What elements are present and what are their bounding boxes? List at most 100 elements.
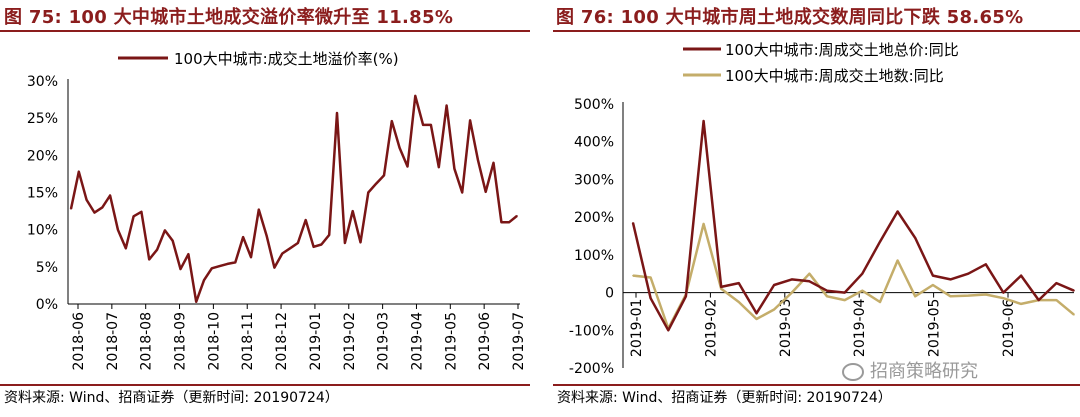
data-point-premium-rate bbox=[328, 234, 331, 236]
data-point-total-price bbox=[755, 312, 758, 315]
y-tick-label: 400% bbox=[574, 135, 614, 151]
y-tick-label: 30% bbox=[27, 74, 58, 90]
data-point-premium-rate bbox=[391, 120, 393, 122]
y-tick-label: 5% bbox=[36, 260, 58, 276]
data-point-premium-rate bbox=[508, 221, 510, 224]
data-point-premium-rate bbox=[304, 219, 307, 221]
data-point-land-count bbox=[808, 272, 811, 275]
x-tick-label: 2019-04 bbox=[852, 298, 868, 357]
data-point-land-count bbox=[932, 284, 934, 286]
watermark: 招商策略研究 bbox=[842, 357, 978, 383]
x-tick-label: 2018-06 bbox=[71, 312, 87, 371]
wechat-icon bbox=[842, 363, 864, 381]
data-point-premium-rate bbox=[297, 242, 299, 244]
data-point-total-price bbox=[932, 274, 934, 277]
data-point-land-count bbox=[949, 295, 952, 298]
y-tick-label: -200% bbox=[569, 361, 614, 377]
data-point-premium-rate bbox=[492, 161, 495, 164]
x-tick-label: 2019-05 bbox=[443, 312, 459, 371]
x-tick-label: 2019-01 bbox=[629, 299, 645, 358]
data-point-premium-rate bbox=[461, 191, 464, 194]
data-point-land-count bbox=[738, 301, 740, 303]
data-point-premium-rate bbox=[422, 124, 424, 126]
data-point-premium-rate bbox=[398, 147, 401, 149]
data-point-premium-rate bbox=[453, 167, 456, 170]
x-tick-label: 2019-03 bbox=[376, 312, 392, 371]
data-point-total-price bbox=[985, 263, 987, 266]
data-point-land-count bbox=[914, 295, 917, 298]
data-point-total-price bbox=[649, 297, 652, 300]
data-point-premium-rate bbox=[344, 242, 346, 244]
data-point-premium-rate bbox=[179, 268, 182, 270]
data-point-total-price bbox=[808, 280, 811, 283]
data-point-total-price bbox=[967, 272, 969, 275]
series-line-premium-rate bbox=[69, 94, 518, 304]
data-point-total-price bbox=[1020, 274, 1022, 277]
data-point-premium-rate bbox=[101, 206, 104, 209]
data-point-land-count bbox=[985, 293, 987, 296]
data-point-premium-rate bbox=[406, 165, 409, 168]
data-point-premium-rate bbox=[383, 174, 385, 177]
data-point-land-count bbox=[826, 295, 828, 298]
left-chart: 100大中城市:成交土地溢价率(%) 0% 5% 10% 15% 20% 25% 30% 201… bbox=[27, 50, 527, 371]
data-point-premium-rate bbox=[445, 104, 448, 107]
left-source-note: 资料来源: Wind、招商证券（更新时间: 20190724） bbox=[4, 390, 339, 406]
data-point-premium-rate bbox=[414, 95, 417, 97]
data-point-land-count bbox=[632, 274, 634, 277]
data-point-land-count bbox=[720, 288, 722, 290]
data-point-total-price bbox=[826, 289, 828, 292]
x-tick-label: 2019-05 bbox=[927, 299, 943, 358]
data-point-premium-rate bbox=[195, 300, 197, 303]
data-point-premium-rate bbox=[242, 236, 244, 238]
data-point-land-count bbox=[896, 259, 899, 262]
y-tick-label: 100% bbox=[574, 248, 614, 264]
data-point-land-count bbox=[861, 289, 864, 292]
data-point-premium-rate bbox=[85, 199, 88, 201]
data-point-premium-rate bbox=[477, 158, 479, 161]
data-point-premium-rate bbox=[226, 263, 229, 265]
x-tick-label: 2018-08 bbox=[139, 312, 155, 371]
data-point-total-price bbox=[773, 284, 775, 286]
y-tick-label: 25% bbox=[27, 111, 58, 127]
x-tick-label: 2019-02 bbox=[342, 312, 358, 371]
y-tick-label: 0% bbox=[36, 297, 58, 313]
data-point-premium-rate bbox=[203, 279, 205, 282]
data-point-premium-rate bbox=[320, 243, 323, 246]
data-point-land-count bbox=[790, 291, 793, 294]
data-point-premium-rate bbox=[164, 229, 166, 232]
data-point-total-price bbox=[720, 286, 722, 288]
data-point-premium-rate bbox=[367, 191, 370, 194]
data-point-premium-rate bbox=[109, 194, 111, 197]
data-point-premium-rate bbox=[336, 112, 338, 114]
data-point-total-price bbox=[702, 120, 705, 122]
data-point-land-count bbox=[1002, 297, 1005, 300]
data-point-premium-rate bbox=[148, 258, 151, 261]
data-point-total-price bbox=[879, 240, 881, 243]
data-point-total-price bbox=[843, 291, 846, 294]
data-point-total-price bbox=[1002, 291, 1005, 294]
right-chart: 100大中城市:周成交土地总价:同比 100大中城市:周成交土地数:同比 -200%… bbox=[569, 41, 1075, 377]
data-point-land-count bbox=[843, 299, 846, 301]
data-point-total-price bbox=[896, 210, 899, 213]
x-tick-label: 2019-07 bbox=[511, 312, 527, 371]
x-tick-label: 2018-09 bbox=[173, 312, 189, 371]
data-point-premium-rate bbox=[211, 267, 213, 270]
y-tick-label: 300% bbox=[574, 172, 614, 188]
series-line-total-price bbox=[631, 119, 1075, 332]
left-title-rule bbox=[0, 30, 530, 32]
data-point-premium-rate bbox=[430, 124, 432, 126]
y-tick-label: 200% bbox=[574, 210, 614, 226]
x-tick-label: 2018-12 bbox=[274, 312, 290, 371]
right-title-rule bbox=[553, 30, 1080, 32]
data-point-land-count bbox=[702, 223, 705, 225]
data-point-total-price bbox=[667, 329, 670, 332]
data-point-land-count bbox=[967, 294, 969, 297]
data-point-premium-rate bbox=[375, 182, 377, 185]
right-chart-title: 图 76: 100 大中城市周土地成交数周同比下跌 58.65% bbox=[556, 7, 1024, 28]
data-point-premium-rate bbox=[78, 170, 80, 173]
x-tick-label: 2019-03 bbox=[778, 299, 794, 358]
x-tick-label: 2018-11 bbox=[240, 312, 256, 371]
data-point-premium-rate bbox=[218, 265, 221, 267]
data-point-total-price bbox=[1073, 289, 1075, 292]
x-tick-label: 2019-06 bbox=[477, 312, 493, 371]
